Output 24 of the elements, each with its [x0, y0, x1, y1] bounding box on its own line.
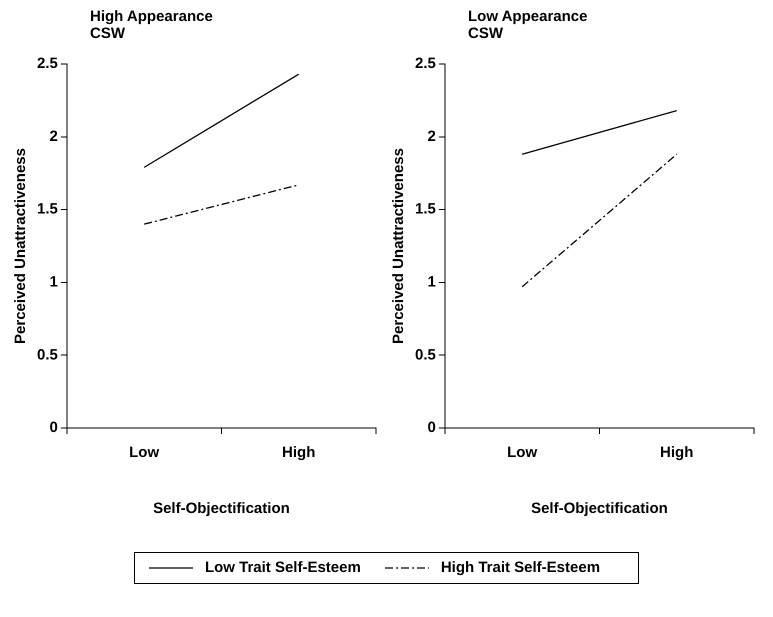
y-axis-title: Perceived Unattractiveness [390, 148, 408, 344]
y-tick-label: 1 [50, 274, 58, 291]
legend-label: Low Trait Self-Esteem [204, 559, 361, 576]
x-axis-title: Self-Objectification [153, 500, 290, 518]
x-tick-label: Low [129, 444, 160, 462]
y-tick-label: 1.5 [414, 200, 436, 218]
y-tick-label: 0.5 [36, 346, 58, 364]
y-tick-label: 2 [50, 128, 58, 145]
x-axis-title: Self-Objectification [531, 500, 668, 518]
chart-title: High Appearance CSW [90, 8, 214, 44]
chart-title: Low Appearance CSW [468, 8, 588, 44]
y-tick-label: 2.5 [36, 55, 58, 72]
y-axis-title: Perceived Unattractiveness [12, 148, 30, 344]
y-tick-label: 1.5 [36, 200, 58, 218]
y-tick-label: 2 [428, 128, 436, 145]
x-tick-label: High [282, 444, 316, 462]
y-tick-label: 2.5 [414, 55, 436, 72]
y-tick-label: 0 [50, 419, 58, 436]
y-tick-label: 1 [428, 274, 436, 291]
y-tick-label: 0 [428, 419, 436, 436]
x-tick-label: High [660, 444, 694, 462]
x-tick-label: Low [507, 444, 538, 462]
y-tick-label: 0.5 [414, 346, 436, 364]
legend-label: High Trait Self-Esteem [440, 559, 600, 576]
